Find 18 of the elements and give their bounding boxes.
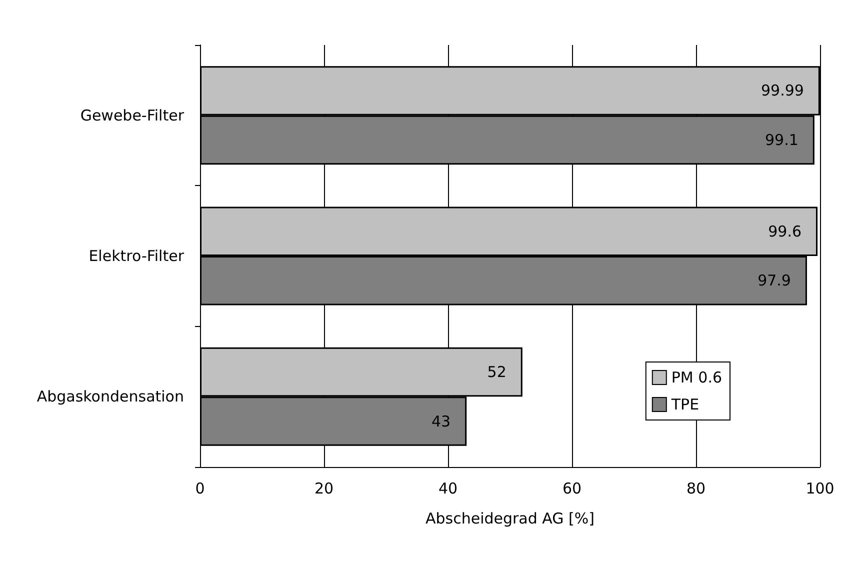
data-label: 52	[487, 363, 506, 382]
x-axis-title: Abscheidegrad AG [%]	[425, 510, 595, 528]
x-tick-label: 0	[195, 480, 205, 498]
y-tick-label: Gewebe-Filter	[80, 106, 185, 124]
x-tick-label: 20	[314, 480, 334, 498]
legend-label: TPE	[670, 396, 700, 414]
y-tick-label: Abgaskondensation	[36, 388, 184, 406]
x-tick-label: 40	[438, 480, 458, 498]
data-label: 43	[432, 412, 451, 430]
data-label: 99.1	[765, 130, 798, 149]
data-label: 99.99	[760, 82, 804, 100]
data-label: 99.6	[768, 222, 802, 240]
x-tick-label: 100	[806, 480, 834, 498]
x-tick-label: 60	[562, 480, 582, 498]
y-tick-label: Elektro-Filter	[88, 247, 185, 265]
data-label: 97.9	[758, 272, 791, 290]
x-tick-label: 80	[686, 480, 706, 498]
legend-label: PM 0.6	[671, 368, 722, 386]
